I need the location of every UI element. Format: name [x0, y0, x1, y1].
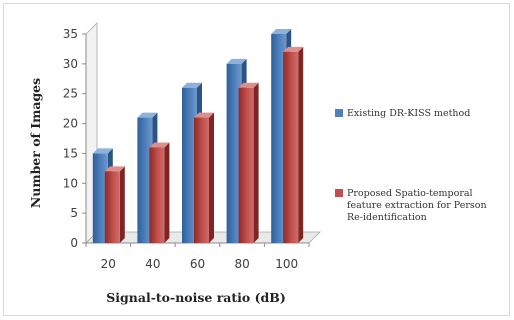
y-tick-label: 5	[70, 206, 78, 220]
bar-existing-80	[226, 63, 242, 243]
bar-side	[253, 82, 259, 243]
bar-top	[283, 46, 304, 52]
bar-proposed-100	[283, 51, 299, 243]
bars-group	[92, 29, 304, 243]
x-tick-labels: 20 40 60 80 100	[85, 243, 310, 271]
x-tick-label: 60	[190, 257, 205, 271]
x-tick-label: 40	[145, 257, 160, 271]
bar-proposed-40	[149, 147, 165, 243]
x-tick-label: 20	[101, 257, 116, 271]
bar-proposed-60	[194, 117, 209, 243]
bar-top	[149, 142, 170, 148]
bar-proposed-80	[238, 87, 254, 243]
bar-top	[137, 112, 158, 118]
legend-label-proposed: Proposed Spatio-temporal feature extracti…	[347, 188, 487, 223]
bar-top	[194, 112, 214, 118]
y-tick-label: 35	[63, 27, 78, 41]
bar-side	[298, 46, 304, 243]
bar-existing-60	[182, 87, 197, 243]
bar-top	[92, 148, 113, 154]
bar-side	[209, 112, 214, 243]
bar-top	[271, 29, 292, 34]
legend-label-existing: Existing DR-KISS method	[347, 108, 470, 119]
bar-existing-20	[92, 153, 108, 243]
y-tick-label: 10	[63, 176, 78, 190]
y-tick-label: 25	[63, 87, 78, 101]
x-tick-label: 100	[275, 257, 298, 271]
bar-top	[104, 166, 125, 172]
y-tick-label: 20	[63, 117, 78, 131]
bar-top	[226, 58, 247, 64]
legend-swatch-proposed	[335, 189, 343, 197]
y-tick-label: 30	[63, 57, 78, 71]
legend-swatch-existing	[335, 109, 343, 117]
bar-top	[182, 82, 202, 88]
bar-side	[119, 166, 125, 243]
y-tick-labels: 0 5 10 15 20 25 30 35	[63, 27, 86, 250]
legend: Existing DR-KISS method Proposed Spatio-t…	[335, 108, 487, 223]
bar-existing-100	[271, 34, 287, 243]
bar-side	[164, 142, 170, 243]
y-axis-title: Number of Images	[28, 78, 43, 208]
x-tick-label: 80	[234, 257, 249, 271]
y-tick-label: 0	[70, 236, 78, 250]
y-tick-label: 15	[63, 146, 78, 160]
bar-top	[238, 82, 259, 88]
x-axis-title: Signal-to-noise ratio (dB)	[106, 290, 286, 305]
bar-existing-40	[137, 117, 153, 243]
bar-proposed-20	[104, 171, 120, 243]
